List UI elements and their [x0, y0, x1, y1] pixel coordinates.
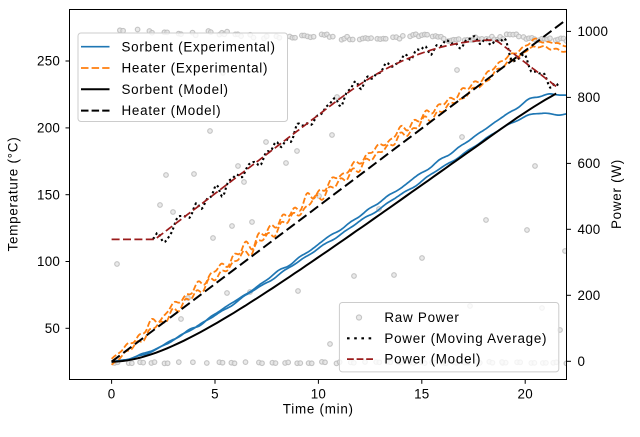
svg-text:Power (Model): Power (Model) [384, 352, 481, 367]
svg-text:Temperature (°C): Temperature (°C) [6, 137, 21, 252]
svg-text:Raw Power: Raw Power [384, 310, 459, 325]
svg-text:800: 800 [578, 90, 601, 105]
svg-text:Sorbent (Model): Sorbent (Model) [122, 82, 229, 97]
svg-text:Heater (Experimental): Heater (Experimental) [122, 61, 269, 76]
svg-text:1000: 1000 [578, 24, 609, 39]
svg-text:Heater (Model): Heater (Model) [122, 103, 222, 118]
svg-text:150: 150 [37, 187, 60, 202]
svg-text:10: 10 [311, 387, 326, 402]
svg-text:Power (Moving Average): Power (Moving Average) [384, 331, 547, 346]
svg-text:250: 250 [37, 54, 60, 69]
svg-text:0: 0 [108, 387, 116, 402]
svg-text:100: 100 [37, 254, 60, 269]
svg-text:200: 200 [37, 121, 60, 136]
svg-text:200: 200 [578, 288, 601, 303]
svg-text:15: 15 [414, 387, 429, 402]
svg-text:0: 0 [578, 354, 586, 369]
svg-text:Sorbent (Experimental): Sorbent (Experimental) [122, 39, 276, 54]
svg-text:Time (min): Time (min) [283, 402, 354, 417]
svg-text:600: 600 [578, 156, 601, 171]
svg-text:Power (W): Power (W) [609, 159, 624, 229]
svg-text:5: 5 [211, 387, 219, 402]
svg-text:400: 400 [578, 222, 601, 237]
svg-text:20: 20 [518, 387, 533, 402]
svg-text:50: 50 [45, 321, 60, 336]
